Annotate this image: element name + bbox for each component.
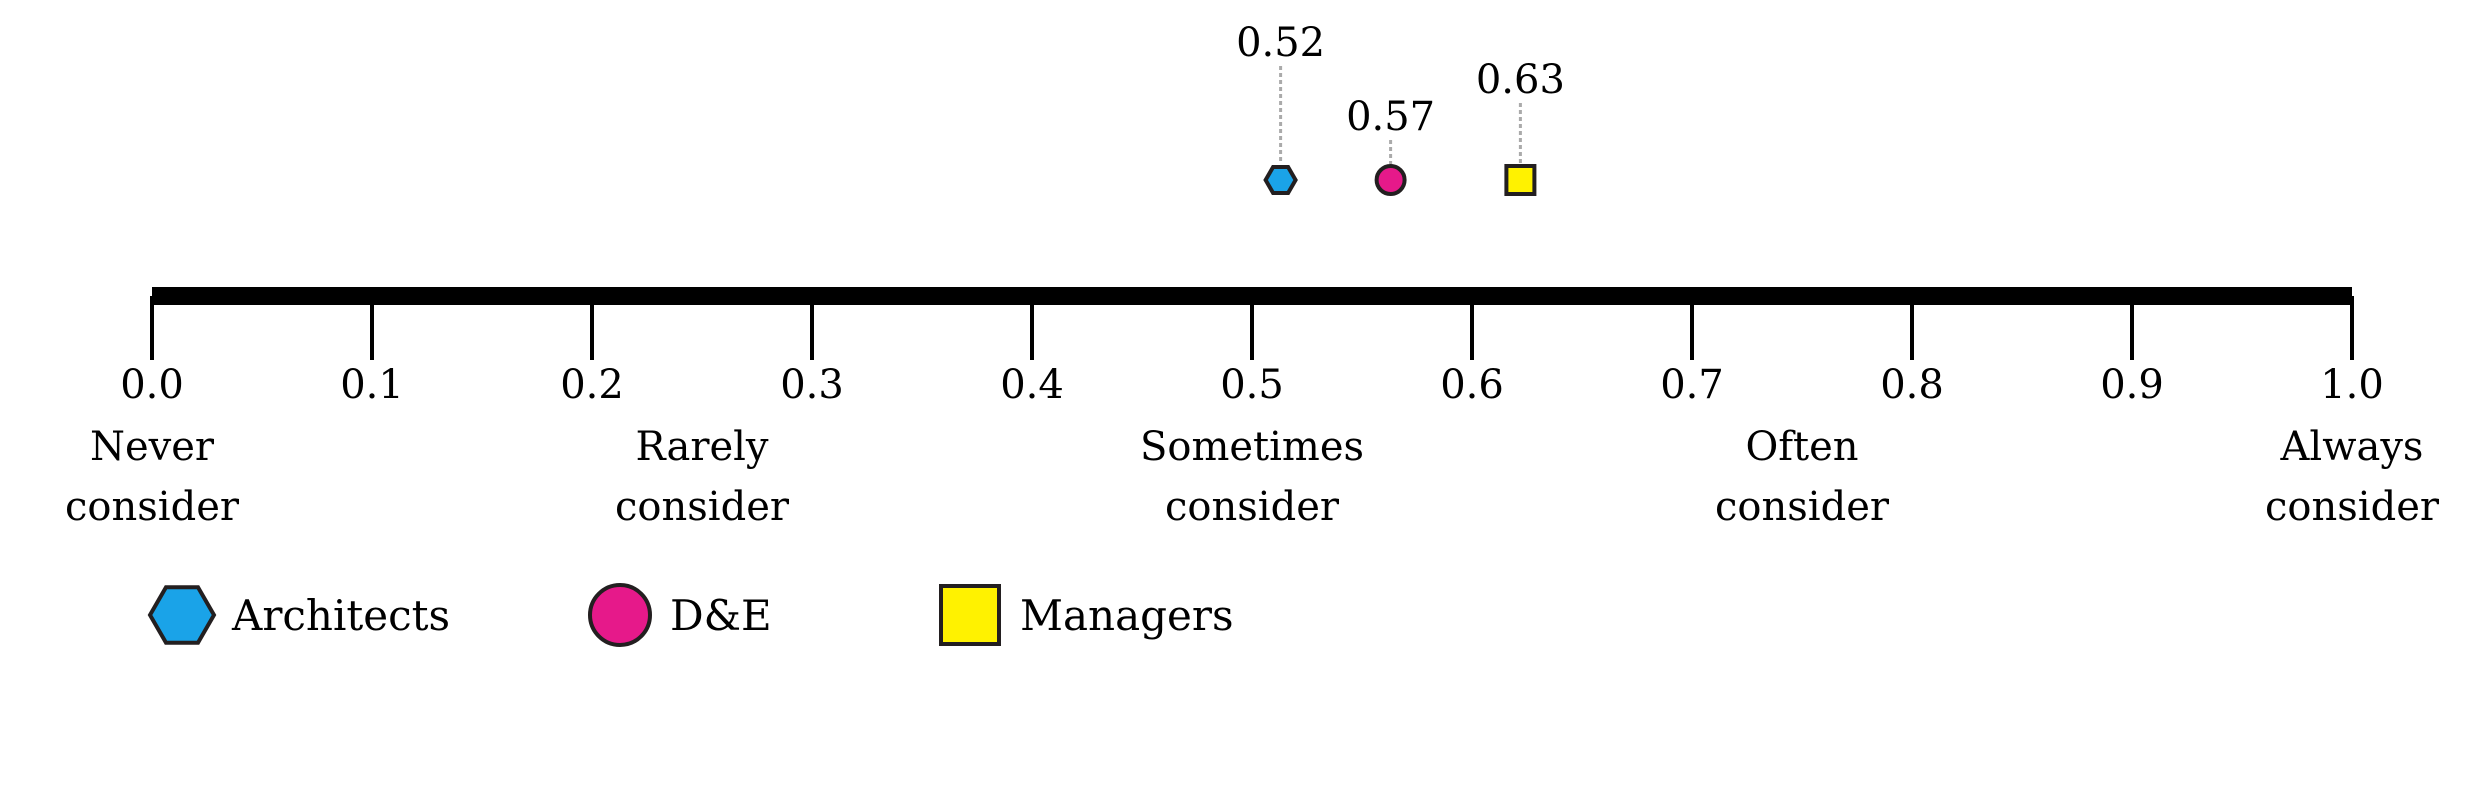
scale-label: consider	[1715, 484, 1890, 530]
tick-label: 0.4	[1000, 362, 1064, 408]
legend-label: Managers	[1020, 591, 1234, 640]
scale-label: Always	[2280, 424, 2424, 470]
data-point-square	[1504, 164, 1537, 196]
tick-label: 0.8	[1880, 362, 1944, 408]
value-label: 0.63	[1476, 57, 1565, 103]
x-axis: 0.0 0.1 0.2 0.3 0.4 0.5 0.6 0.7 0.8 0.9 1.0 Never co…	[65, 287, 2440, 530]
scale-label: Never	[90, 424, 215, 470]
tick-label: 0.0	[120, 362, 184, 408]
legend-circle-icon	[588, 583, 652, 647]
tick-label: 0.1	[340, 362, 404, 408]
legend: Architects D&E Managers	[147, 583, 1234, 647]
value-label: 0.57	[1346, 94, 1435, 140]
scale-label: Rarely	[635, 424, 768, 470]
value-label: 0.52	[1236, 20, 1325, 66]
tick-label: 0.3	[780, 362, 844, 408]
scale-label: consider	[615, 484, 790, 530]
tick-label: 0.5	[1220, 362, 1284, 408]
scale-label: consider	[1165, 484, 1340, 530]
scale-label: Sometimes	[1140, 424, 1364, 470]
scale-label: Often	[1745, 424, 1858, 470]
data-markers: 0.52 0.57 0.63	[1236, 20, 1565, 196]
legend-label: Architects	[231, 591, 450, 640]
scale-label: consider	[65, 484, 240, 530]
legend-hexagon-icon	[147, 585, 217, 645]
tick-label: 0.6	[1440, 362, 1504, 408]
data-point-circle	[1374, 164, 1407, 196]
tick-label: 0.9	[2100, 362, 2164, 408]
legend-square-icon	[939, 584, 1001, 646]
tick-label: 0.7	[1660, 362, 1724, 408]
scale-label: consider	[2265, 484, 2440, 530]
legend-label: D&E	[670, 591, 772, 640]
tick-label: 0.2	[560, 362, 624, 408]
data-point-hexagon	[1263, 165, 1298, 195]
tick-label: 1.0	[2320, 362, 2384, 408]
